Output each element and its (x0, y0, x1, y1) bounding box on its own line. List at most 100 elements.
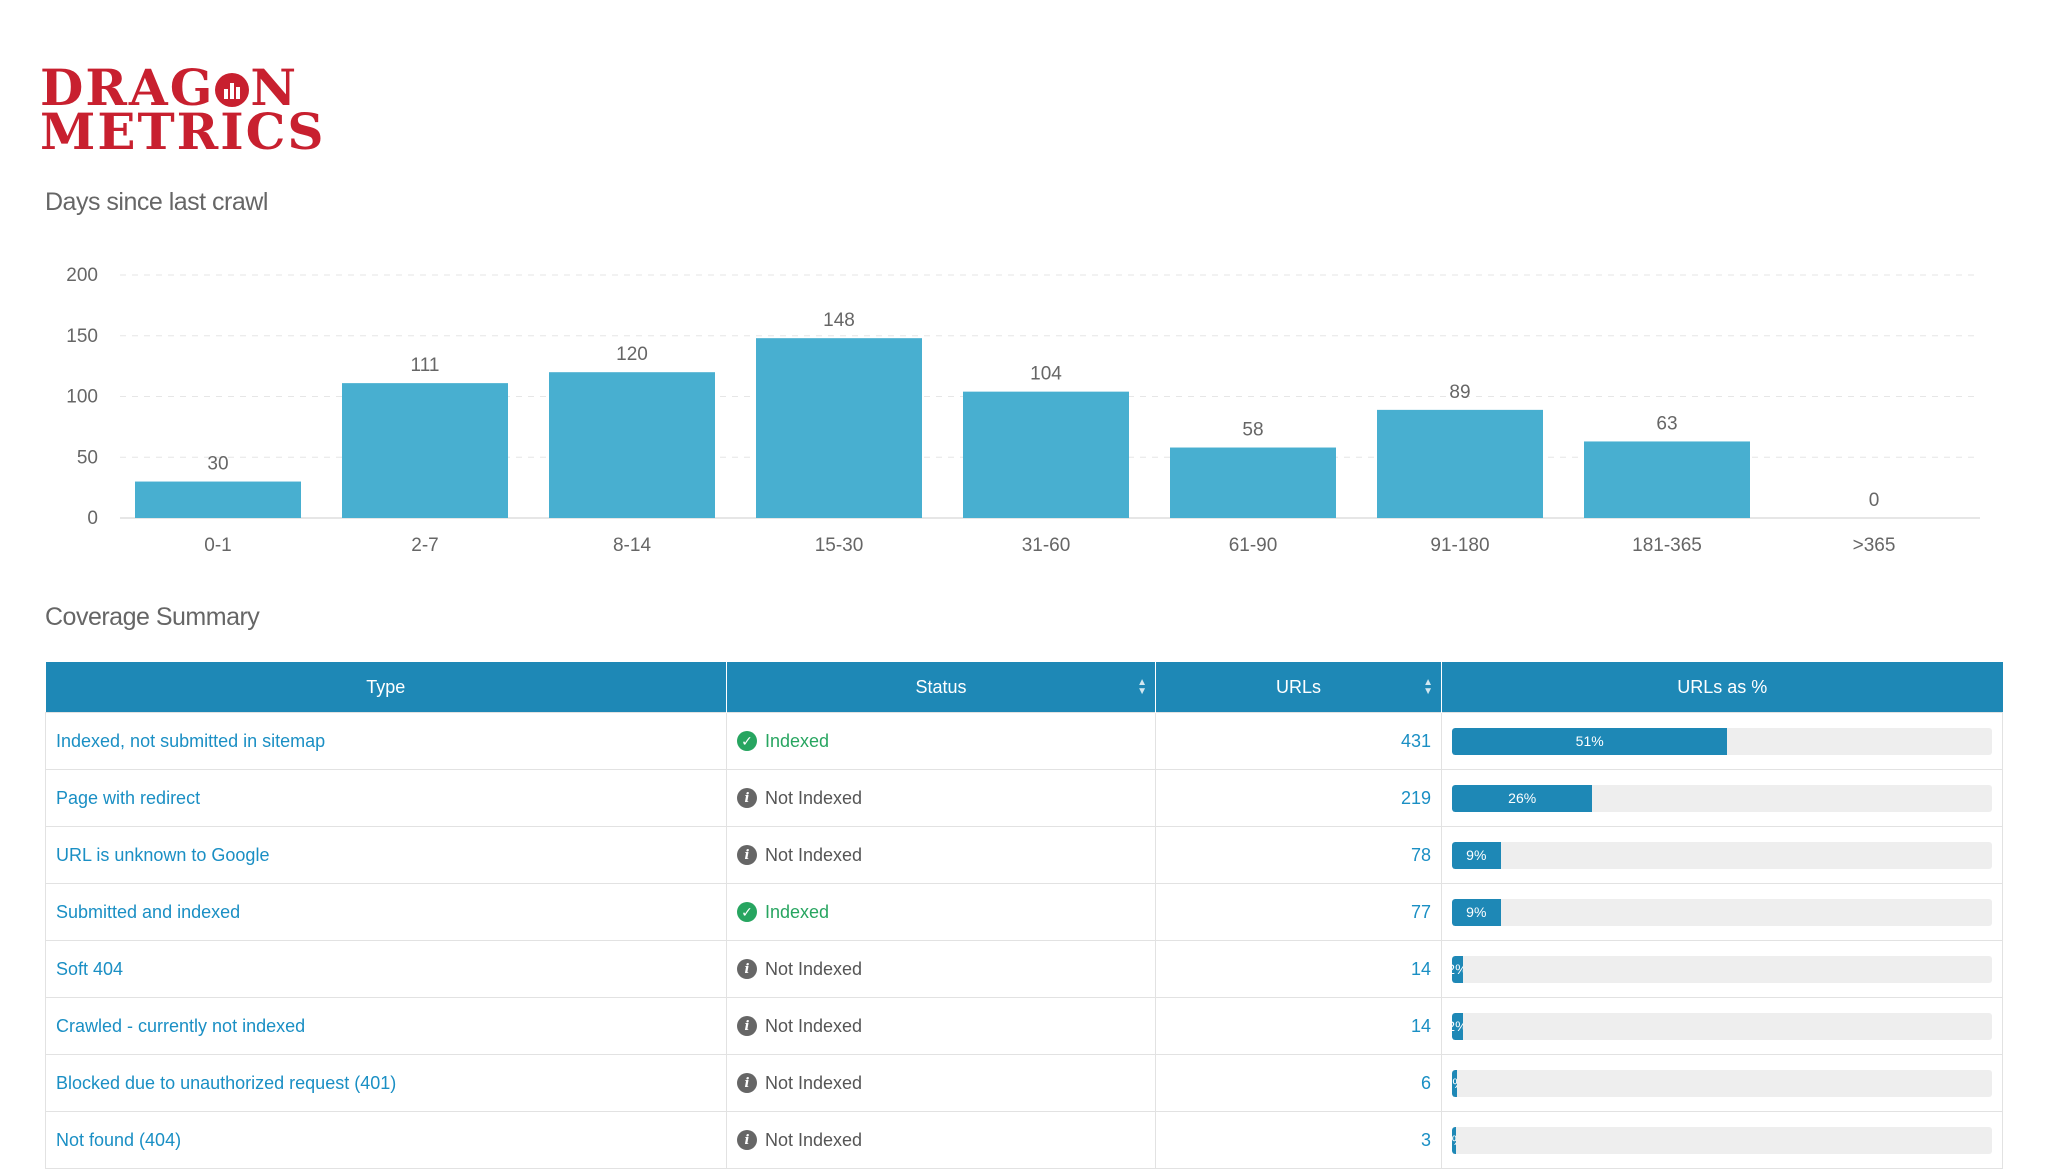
type-link[interactable]: Blocked due to unauthorized request (401… (56, 1072, 397, 1093)
table-row: Not found (404) i Not Indexed 3 0% (45, 1111, 2003, 1169)
header-urls[interactable]: URLs ▲ ▼ (1155, 662, 1442, 713)
type-cell: Crawled - currently not indexed (45, 997, 727, 1055)
pct-cell: 51% (1441, 712, 2003, 770)
y-tick-label: 0 (87, 508, 98, 529)
urls-count[interactable]: 78 (1410, 844, 1431, 865)
x-tick-label: 181-365 (1632, 535, 1702, 556)
x-tick-label: 0-1 (204, 535, 231, 556)
bar (342, 383, 508, 518)
data-label: 58 (1242, 420, 1263, 441)
header-urls-pct[interactable]: URLs as % (1441, 662, 2003, 713)
type-link[interactable]: Crawled - currently not indexed (56, 1015, 306, 1036)
header-pct-label: URLs as % (1677, 676, 1768, 697)
pct-bar-fill: 2% (1452, 1012, 1463, 1040)
bar (135, 481, 301, 518)
status-cell: i Not Indexed (726, 940, 1156, 998)
bar (963, 391, 1129, 518)
pct-cell: 2% (1441, 997, 2003, 1055)
check-circle-icon: ✓ (737, 731, 757, 751)
status-label: Not Indexed (765, 1129, 863, 1150)
sort-icon[interactable]: ▲ ▼ (1137, 677, 1147, 697)
header-type[interactable]: Type (45, 662, 727, 713)
urls-count[interactable]: 14 (1410, 958, 1431, 979)
table-row: Page with redirect i Not Indexed 219 26% (45, 769, 2003, 827)
info-circle-icon: i (737, 788, 757, 808)
status-cell: ✓ Indexed (726, 883, 1156, 941)
pct-bar-track: 1% (1452, 1069, 1992, 1097)
coverage-table-container: Type Status ▲ ▼ URLs ▲ ▼ URLs as % Indexed, … (45, 662, 2003, 1169)
type-cell: Page with redirect (45, 769, 727, 827)
type-cell: Soft 404 (45, 940, 727, 998)
status-cell: i Not Indexed (726, 1111, 1156, 1169)
data-label: 63 (1656, 413, 1677, 434)
pct-bar-track: 2% (1452, 955, 1992, 983)
pct-label: 2% (1452, 1018, 1463, 1034)
data-label: 111 (411, 355, 440, 376)
status-cell: ✓ Indexed (726, 712, 1156, 770)
status-label: Indexed (765, 730, 830, 751)
urls-count[interactable]: 219 (1400, 787, 1431, 808)
pct-cell: 1% (1441, 1054, 2003, 1112)
x-tick-label: >365 (1853, 535, 1896, 556)
status-cell: i Not Indexed (726, 1054, 1156, 1112)
type-link[interactable]: Page with redirect (56, 787, 201, 808)
type-link[interactable]: Indexed, not submitted in sitemap (56, 730, 326, 751)
y-tick-label: 50 (77, 447, 98, 468)
table-header-row: Type Status ▲ ▼ URLs ▲ ▼ URLs as % (45, 662, 2003, 713)
sort-icon[interactable]: ▲ ▼ (1423, 677, 1433, 697)
pct-bar-track: 9% (1452, 841, 1992, 869)
type-cell: Submitted and indexed (45, 883, 727, 941)
y-tick-label: 150 (66, 326, 98, 347)
status-label: Not Indexed (765, 958, 863, 979)
pct-cell: 9% (1441, 883, 2003, 941)
type-link[interactable]: URL is unknown to Google (56, 844, 270, 865)
brand-logo: DRAG N METRICS (40, 63, 326, 157)
bar (549, 372, 715, 518)
table-row: Soft 404 i Not Indexed 14 2% (45, 940, 2003, 998)
pct-label: 9% (1466, 847, 1487, 863)
pct-label: 1% (1452, 1075, 1457, 1091)
info-circle-icon: i (737, 1016, 757, 1036)
status-cell: i Not Indexed (726, 826, 1156, 884)
type-cell: URL is unknown to Google (45, 826, 727, 884)
data-label: 0 (1869, 490, 1880, 511)
bar (756, 338, 922, 518)
pct-cell: 26% (1441, 769, 2003, 827)
bar (1377, 409, 1543, 518)
urls-count[interactable]: 431 (1400, 730, 1431, 751)
urls-cell: 14 (1155, 997, 1442, 1055)
status-label: Not Indexed (765, 844, 863, 865)
check-circle-icon: ✓ (737, 902, 757, 922)
type-cell: Indexed, not submitted in sitemap (45, 712, 727, 770)
pct-cell: 2% (1441, 940, 2003, 998)
type-link[interactable]: Submitted and indexed (56, 901, 241, 922)
urls-count[interactable]: 3 (1420, 1129, 1431, 1150)
urls-cell: 14 (1155, 940, 1442, 998)
coverage-table: Type Status ▲ ▼ URLs ▲ ▼ URLs as % Indexed, … (45, 662, 2003, 1169)
pct-bar-track: 9% (1452, 898, 1992, 926)
info-circle-icon: i (737, 1073, 757, 1093)
urls-count[interactable]: 77 (1410, 901, 1431, 922)
y-tick-label: 200 (66, 265, 98, 286)
pct-label: 9% (1466, 904, 1487, 920)
type-link[interactable]: Not found (404) (56, 1129, 182, 1150)
table-row: URL is unknown to Google i Not Indexed 78 9% (45, 826, 2003, 884)
header-status[interactable]: Status ▲ ▼ (726, 662, 1156, 713)
bar (1584, 441, 1750, 518)
urls-cell: 77 (1155, 883, 1442, 941)
data-label: 89 (1449, 382, 1470, 403)
table-row: Indexed, not submitted in sitemap ✓ Indexe… (45, 712, 2003, 770)
pct-cell: 9% (1441, 826, 2003, 884)
header-urls-label: URLs (1275, 676, 1321, 697)
urls-cell: 219 (1155, 769, 1442, 827)
brand-text-b: N (250, 58, 299, 117)
info-circle-icon: i (737, 1130, 757, 1150)
pct-bar-track: 26% (1452, 784, 1992, 812)
pct-bar-fill: 0% (1452, 1126, 1456, 1154)
status-label: Not Indexed (765, 1072, 863, 1093)
urls-count[interactable]: 14 (1410, 1015, 1431, 1036)
type-link[interactable]: Soft 404 (56, 958, 124, 979)
urls-cell: 431 (1155, 712, 1442, 770)
urls-cell: 6 (1155, 1054, 1442, 1112)
urls-count[interactable]: 6 (1420, 1072, 1431, 1093)
